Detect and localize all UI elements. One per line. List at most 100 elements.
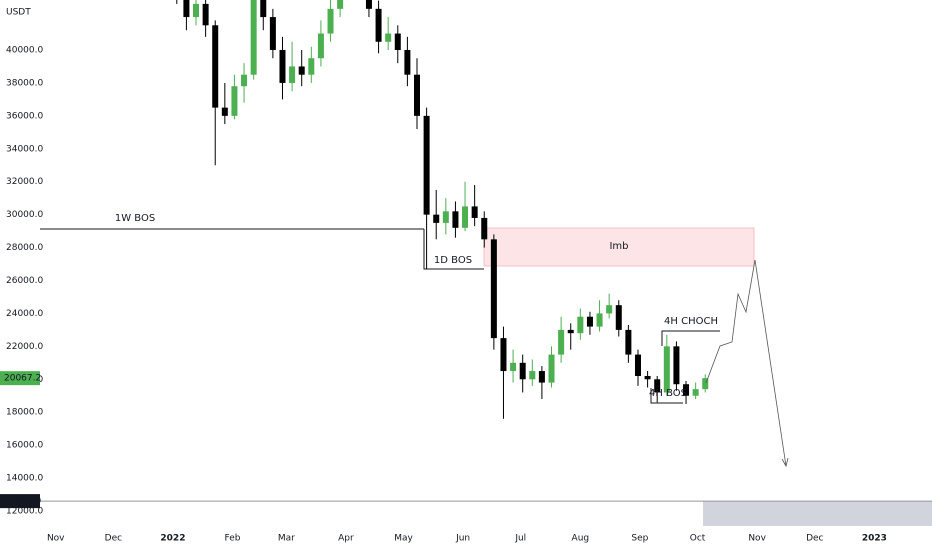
y-tick-label: 32000.0 [6, 177, 43, 187]
y-tick-label: 28000.0 [6, 243, 43, 253]
candle-body [385, 33, 392, 42]
x-tick-label: Nov [748, 534, 766, 544]
y-tick-label: 24000.0 [6, 309, 43, 319]
candle-body [327, 8, 334, 34]
candle-body [193, 3, 200, 18]
candle-body [558, 329, 565, 355]
price-label-box [0, 494, 40, 509]
candle-body [433, 214, 440, 223]
x-tick-label: 2023 [862, 534, 887, 544]
candle-body [586, 316, 593, 327]
candle-body [365, 0, 372, 9]
y-tick-label: 12000.0 [6, 506, 43, 516]
candle-body [683, 384, 690, 396]
candle-body [577, 316, 584, 334]
y-tick-label: 22000.0 [6, 342, 43, 352]
x-tick-label: Oct [690, 534, 706, 544]
axes: USDT 12000.014000.016000.018000.020000.0… [0, 8, 932, 544]
x-tick-label: Sep [631, 534, 648, 544]
y-tick-label: 34000.0 [6, 144, 43, 154]
annotation-label: 4H CHOCH [664, 316, 718, 327]
annotation-label: 4H BOS [649, 388, 687, 399]
candle-body [452, 211, 459, 228]
last-price-label: 20067.2 [4, 374, 41, 384]
candle-body [241, 74, 248, 87]
candle-body [615, 305, 622, 330]
candle-body [183, 0, 190, 18]
candle-body [423, 115, 430, 215]
x-tick-label: Jul [514, 534, 526, 544]
choch-line [661, 330, 720, 346]
candle-body [519, 362, 526, 380]
x-tick-label: May [394, 534, 413, 544]
candle-body [692, 389, 699, 396]
candle-body [462, 206, 469, 228]
candle-body [317, 33, 324, 59]
bos-line [423, 229, 484, 270]
candles [176, 0, 709, 419]
candle-body [442, 211, 449, 223]
candle-body [673, 346, 680, 385]
y-tick-label: 18000.0 [6, 408, 43, 418]
candle-body [702, 378, 709, 390]
candle-body [644, 375, 651, 380]
candle-body [289, 66, 296, 83]
candle-body [413, 74, 420, 116]
candle-body [231, 86, 238, 116]
y-tick-label: 26000.0 [6, 276, 43, 286]
candle-body [481, 217, 488, 240]
candle-body [308, 58, 315, 75]
candle-body [654, 379, 661, 393]
x-tick-label: Mar [278, 534, 295, 544]
candle-body [250, 0, 257, 75]
last-price-box [0, 371, 40, 386]
candle-body [394, 33, 401, 51]
x-tick-label: Aug [572, 534, 590, 544]
candle-body [663, 346, 670, 393]
y-tick-label: 30000.0 [6, 210, 43, 220]
arrow-head [781, 457, 789, 468]
x-tick-label: Dec [806, 534, 823, 544]
x-tick-label: Dec [105, 534, 122, 544]
x-tick-label: Nov [47, 534, 65, 544]
y-tick-label: 16000.0 [6, 441, 43, 451]
time-range-shade [703, 501, 932, 526]
candle-body [221, 107, 228, 116]
projection-path [705, 259, 787, 467]
y-tick-label: 38000.0 [6, 78, 43, 88]
annotations: 1W BOS 1D BOS Imb 4H CHOCH 4H BOS [40, 213, 789, 468]
candle-body [529, 371, 536, 380]
candle-body [625, 329, 632, 355]
axis-unit: USDT [6, 8, 31, 18]
x-tick-label: 2022 [160, 534, 185, 544]
candle-body [596, 313, 603, 327]
candle-body [202, 3, 209, 26]
annotation-label: 1D BOS [434, 255, 472, 266]
candle-body [490, 239, 497, 339]
candle-body [337, 0, 344, 9]
candle-body [298, 66, 305, 75]
candle-body [279, 50, 286, 83]
candle-body [375, 8, 382, 42]
candle-body [269, 17, 276, 51]
candle-body [260, 0, 267, 18]
imbalance-zone [483, 227, 755, 267]
x-tick-label: Apr [338, 534, 354, 544]
candle-body [404, 50, 411, 75]
candle-body [634, 354, 641, 376]
candle-body [548, 354, 555, 383]
x-tick-label: Feb [225, 534, 241, 544]
y-tick-label: 40000.0 [6, 46, 43, 56]
x-tick-label: Jun [455, 534, 470, 544]
y-tick-label: 36000.0 [6, 111, 43, 121]
plot-area [483, 227, 932, 526]
candle-body [500, 338, 507, 372]
annotation-label: Imb [609, 241, 628, 252]
candle-body [606, 305, 613, 314]
y-tick-label: 14000.0 [6, 474, 43, 484]
price-label: 12600.0 [4, 497, 41, 507]
candle-body [567, 329, 574, 334]
annotation-label: 1W BOS [115, 213, 155, 224]
candle-body [510, 362, 517, 372]
